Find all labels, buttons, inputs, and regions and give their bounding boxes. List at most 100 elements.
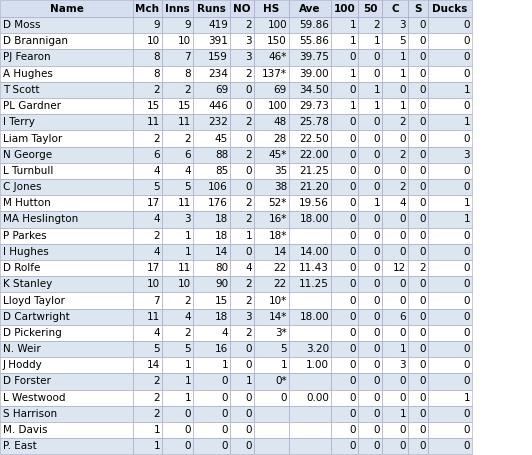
- Bar: [193, 438, 230, 455]
- Bar: [230, 212, 254, 228]
- Bar: [193, 374, 230, 389]
- Bar: [193, 228, 230, 244]
- Bar: [408, 357, 428, 374]
- Text: 2: 2: [373, 20, 380, 30]
- Text: 0.00: 0.00: [306, 393, 329, 403]
- Bar: [408, 17, 428, 33]
- Bar: [382, 0, 408, 17]
- Text: Ave: Ave: [299, 4, 321, 14]
- Bar: [331, 212, 358, 228]
- Text: 0: 0: [245, 393, 252, 403]
- Bar: [193, 114, 230, 131]
- Text: 0: 0: [350, 409, 356, 419]
- Text: 2: 2: [185, 85, 191, 95]
- Bar: [358, 33, 382, 50]
- Bar: [358, 98, 382, 114]
- Text: M. Davis: M. Davis: [3, 425, 47, 435]
- Bar: [358, 179, 382, 195]
- Bar: [408, 244, 428, 260]
- Bar: [428, 195, 472, 212]
- Text: 0: 0: [420, 214, 426, 224]
- Text: 0: 0: [400, 441, 406, 451]
- Bar: [289, 244, 331, 260]
- Text: 1: 1: [373, 36, 380, 46]
- Bar: [162, 422, 193, 438]
- Bar: [358, 293, 382, 308]
- Text: 1: 1: [400, 344, 406, 354]
- Bar: [428, 341, 472, 357]
- Bar: [162, 98, 193, 114]
- Text: 11: 11: [178, 198, 191, 208]
- Text: 0: 0: [350, 441, 356, 451]
- Bar: [358, 341, 382, 357]
- Text: 3: 3: [463, 150, 470, 160]
- Bar: [133, 163, 162, 179]
- Bar: [0, 422, 133, 438]
- Bar: [133, 33, 162, 50]
- Text: 176: 176: [208, 198, 228, 208]
- Bar: [408, 147, 428, 163]
- Text: 0: 0: [420, 117, 426, 127]
- Text: 10: 10: [147, 279, 160, 289]
- Bar: [162, 163, 193, 179]
- Bar: [382, 341, 408, 357]
- Bar: [0, 50, 133, 66]
- Text: 1: 1: [185, 393, 191, 403]
- Text: 0: 0: [373, 166, 380, 176]
- Text: 0: 0: [400, 376, 406, 386]
- Text: 4: 4: [221, 328, 228, 338]
- Text: D Rolfe: D Rolfe: [3, 263, 40, 273]
- Text: 0: 0: [350, 376, 356, 386]
- Bar: [289, 195, 331, 212]
- Text: 0: 0: [350, 52, 356, 62]
- Text: 0: 0: [400, 425, 406, 435]
- Text: 100: 100: [268, 20, 287, 30]
- Text: 90: 90: [215, 279, 228, 289]
- Bar: [193, 17, 230, 33]
- Bar: [133, 147, 162, 163]
- Bar: [193, 308, 230, 325]
- Bar: [382, 179, 408, 195]
- Bar: [162, 50, 193, 66]
- Text: 11: 11: [147, 312, 160, 322]
- Bar: [331, 0, 358, 17]
- Text: 0: 0: [463, 441, 470, 451]
- Bar: [428, 33, 472, 50]
- Bar: [0, 212, 133, 228]
- Text: Mch: Mch: [136, 4, 160, 14]
- Text: 2: 2: [245, 295, 252, 305]
- Bar: [162, 33, 193, 50]
- Text: S Harrison: S Harrison: [3, 409, 57, 419]
- Bar: [289, 17, 331, 33]
- Bar: [289, 82, 331, 98]
- Text: 0: 0: [400, 328, 406, 338]
- Bar: [331, 17, 358, 33]
- Bar: [382, 389, 408, 406]
- Bar: [289, 374, 331, 389]
- Text: 1: 1: [153, 425, 160, 435]
- Text: 0: 0: [463, 409, 470, 419]
- Bar: [193, 147, 230, 163]
- Bar: [428, 131, 472, 147]
- Bar: [428, 50, 472, 66]
- Text: 39.00: 39.00: [300, 69, 329, 79]
- Bar: [408, 82, 428, 98]
- Bar: [408, 114, 428, 131]
- Bar: [408, 66, 428, 82]
- Text: 6: 6: [153, 150, 160, 160]
- Text: 0: 0: [420, 409, 426, 419]
- Bar: [230, 0, 254, 17]
- Text: C: C: [391, 4, 399, 14]
- Bar: [382, 195, 408, 212]
- Bar: [382, 357, 408, 374]
- Text: 2: 2: [153, 85, 160, 95]
- Text: 0: 0: [463, 69, 470, 79]
- Bar: [254, 228, 289, 244]
- Text: Runs: Runs: [197, 4, 226, 14]
- Text: 2: 2: [419, 263, 426, 273]
- Text: 2: 2: [245, 198, 252, 208]
- Text: 21.20: 21.20: [299, 182, 329, 192]
- Text: S: S: [414, 4, 422, 14]
- Text: 0: 0: [420, 69, 426, 79]
- Bar: [408, 422, 428, 438]
